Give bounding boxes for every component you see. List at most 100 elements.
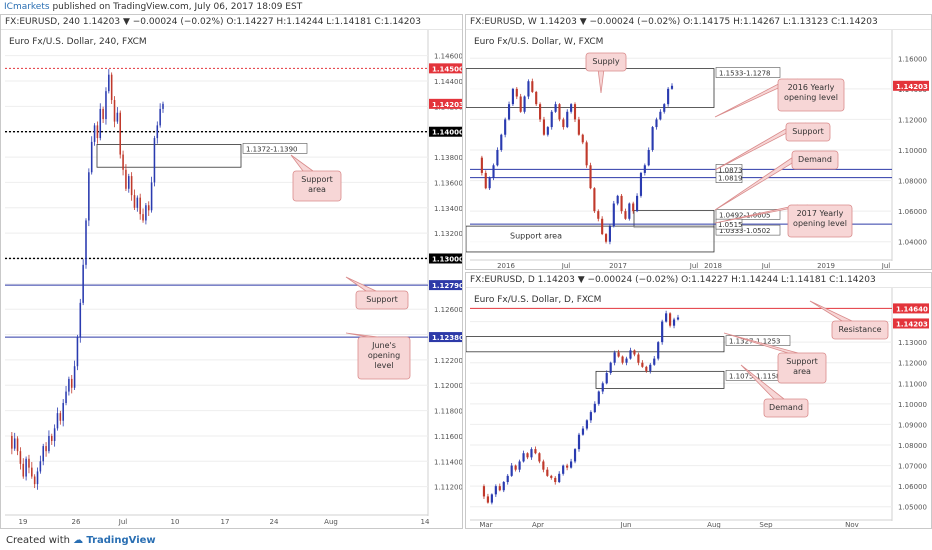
y-tick-label: 1.05000 xyxy=(898,504,927,512)
x-tick-label: Jul xyxy=(689,262,699,270)
candle-body xyxy=(558,473,561,483)
candle-body xyxy=(130,176,133,196)
y-tick-label: 1.08000 xyxy=(898,442,927,450)
price-chart-h4[interactable]: 1.146001.144001.142001.140001.138001.136… xyxy=(1,15,463,529)
candle-body xyxy=(153,138,156,183)
y-tick-label: 1.06000 xyxy=(898,208,927,216)
candle-body xyxy=(31,467,33,477)
candle-body xyxy=(108,74,110,92)
candle-body xyxy=(28,458,30,468)
zone-label: 1.1533-1.1278 xyxy=(719,70,771,78)
candle-body xyxy=(88,172,90,221)
x-tick-label: 17 xyxy=(221,518,230,526)
candle-body xyxy=(665,313,668,322)
candle-body xyxy=(492,165,495,178)
candle-body xyxy=(127,176,130,189)
candle-body xyxy=(535,91,538,105)
author-link[interactable]: ICmarkets xyxy=(4,2,50,12)
candle-body xyxy=(562,465,565,474)
callout-text: Resistance xyxy=(838,325,881,334)
price-chart-weekly[interactable]: 1.160001.140001.120001.100001.080001.060… xyxy=(466,15,932,270)
candle-body xyxy=(519,96,522,112)
tradingview-link[interactable]: TradingView xyxy=(86,535,156,546)
candle-body xyxy=(522,453,525,462)
zone-box xyxy=(96,144,242,168)
candle-body xyxy=(597,211,600,219)
level-label: 1.0819 xyxy=(718,175,743,183)
candle-body xyxy=(589,412,592,421)
candle-body xyxy=(482,486,486,497)
candle-body xyxy=(585,142,588,166)
candle-body xyxy=(507,104,511,120)
callout-box xyxy=(357,336,411,380)
level-price-tag xyxy=(429,253,462,264)
callout-box xyxy=(791,150,839,170)
candle-body xyxy=(156,125,159,139)
candle-body xyxy=(621,356,624,363)
candle-body xyxy=(593,188,596,212)
last-price-tag xyxy=(429,98,462,109)
candle-body xyxy=(504,119,507,135)
price-chart-daily[interactable]: 1.140001.130001.120001.110001.100001.090… xyxy=(466,273,932,529)
callout-text: area xyxy=(308,185,326,194)
candle-body xyxy=(45,446,47,452)
candle-body xyxy=(639,172,643,196)
level-price-tag xyxy=(429,332,462,343)
callout-pointer xyxy=(714,150,813,211)
level-label: 1.0515 xyxy=(718,221,743,229)
candle-body xyxy=(33,476,36,485)
candle-body xyxy=(573,449,577,462)
candle-body xyxy=(11,435,13,449)
chart-panel-daily[interactable]: FX:EURUSD, D 1.14203 ▼ −0.00024 (−0.02%)… xyxy=(465,272,932,529)
y-tick-label: 1.13600 xyxy=(434,179,463,187)
candle-body xyxy=(59,413,62,421)
zone-box xyxy=(466,225,715,253)
candle-body xyxy=(145,205,147,221)
callout-text: level xyxy=(374,361,393,370)
publish-info: published on TradingView.com, July 06, 2… xyxy=(52,2,303,12)
candle-body xyxy=(554,104,557,112)
candle-body xyxy=(659,111,662,120)
candle-body xyxy=(661,321,664,343)
candle-body xyxy=(70,378,73,388)
callout-box xyxy=(355,290,409,310)
candle-body xyxy=(510,465,513,476)
y-tick-label: 1.14600 xyxy=(434,53,463,61)
candle-body xyxy=(546,469,549,476)
candle-body xyxy=(601,383,604,392)
candle-body xyxy=(651,127,654,150)
candle-body xyxy=(527,81,530,97)
callout-text: opening level xyxy=(784,93,838,102)
candle-body xyxy=(613,352,616,363)
candle-body xyxy=(625,358,628,363)
y-tick-label: 1.12600 xyxy=(434,306,463,314)
zone-label: 1.0492-1.0605 xyxy=(719,211,771,219)
last-price-tag-text: 1.14203 xyxy=(432,101,463,109)
candle-body xyxy=(570,104,573,112)
y-tick-label: 1.04000 xyxy=(898,239,927,247)
candle-body xyxy=(585,420,589,429)
y-tick-label: 1.11000 xyxy=(898,380,927,388)
tradingview-logo-icon: ☁ xyxy=(73,535,84,546)
callout-pointer xyxy=(714,78,799,118)
candle-body xyxy=(125,169,127,189)
y-tick-label: 1.10000 xyxy=(898,147,927,155)
candle-body xyxy=(530,449,533,458)
candle-body xyxy=(480,157,483,173)
candle-body xyxy=(526,453,529,458)
candle-body xyxy=(649,364,652,371)
y-tick-label: 1.13200 xyxy=(434,230,463,238)
candle-body xyxy=(616,195,619,204)
chart-panel-weekly[interactable]: FX:EURUSD, W 1.14203 ▼ −0.00024 (−0.02%)… xyxy=(465,14,932,270)
symbol-label: Euro Fx/U.S. Dollar, D, FXCM xyxy=(474,295,602,305)
x-tick-label: Jul xyxy=(761,262,771,270)
level-price-tag xyxy=(893,303,929,314)
candle-body xyxy=(162,103,164,109)
y-tick-label: 1.12200 xyxy=(434,357,463,365)
chart-panel-h4[interactable]: FX:EURUSD, 240 1.14203 ▼ −0.00024 (−0.02… xyxy=(0,14,463,529)
candle-body xyxy=(85,220,87,265)
candle-body xyxy=(79,302,82,338)
candle-body xyxy=(624,211,627,219)
callout-pointer xyxy=(809,300,853,322)
candle-body xyxy=(93,125,96,142)
